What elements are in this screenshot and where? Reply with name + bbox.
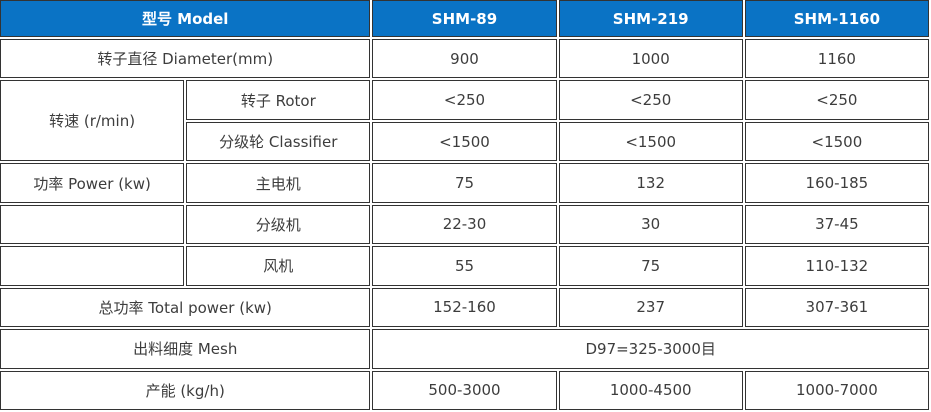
classifier-motor-power-value: 30 bbox=[558, 204, 743, 245]
classifier-motor-power-value: 22-30 bbox=[372, 204, 557, 245]
classifier-speed-value: <1500 bbox=[744, 121, 929, 162]
capacity-value: 500-3000 bbox=[372, 370, 557, 410]
rotor-speed-value: <250 bbox=[372, 80, 557, 120]
total-power-value: 307-361 bbox=[744, 287, 929, 328]
capacity-value: 1000-4500 bbox=[558, 370, 743, 410]
empty-cell bbox=[0, 204, 185, 245]
row-group-label-power: 功率 Power (kw) bbox=[0, 163, 185, 203]
total-power-value: 152-160 bbox=[372, 287, 557, 328]
diameter-value: 1000 bbox=[558, 39, 743, 79]
row-label-diameter: 转子直径 Diameter(mm) bbox=[0, 39, 371, 79]
row-label-total-power: 总功率 Total power (kw) bbox=[0, 287, 371, 328]
row-label-mesh: 出料细度 Mesh bbox=[0, 329, 371, 369]
row-label-classifier: 分级轮 Classifier bbox=[186, 121, 371, 162]
fan-power-value: 75 bbox=[558, 246, 743, 286]
column-header-shm-1160: SHM-1160 bbox=[744, 0, 929, 37]
row-group-label-speed: 转速 (r/min) bbox=[0, 80, 185, 162]
classifier-speed-value: <1500 bbox=[372, 121, 557, 162]
capacity-value: 1000-7000 bbox=[744, 370, 929, 410]
total-power-value: 237 bbox=[558, 287, 743, 328]
row-label-fan: 风机 bbox=[186, 246, 371, 286]
fan-power-value: 55 bbox=[372, 246, 557, 286]
row-label-classifier-motor: 分级机 bbox=[186, 204, 371, 245]
rotor-speed-value: <250 bbox=[744, 80, 929, 120]
mesh-value: D97=325-3000目 bbox=[372, 329, 929, 369]
main-motor-power-value: 160-185 bbox=[744, 163, 929, 203]
row-label-capacity: 产能 (kg/h) bbox=[0, 370, 371, 410]
main-motor-power-value: 132 bbox=[558, 163, 743, 203]
empty-cell bbox=[0, 246, 185, 286]
row-label-main-motor: 主电机 bbox=[186, 163, 371, 203]
classifier-motor-power-value: 37-45 bbox=[744, 204, 929, 245]
column-header-shm-89: SHM-89 bbox=[372, 0, 557, 37]
column-header-shm-219: SHM-219 bbox=[558, 0, 743, 37]
main-motor-power-value: 75 bbox=[372, 163, 557, 203]
diameter-value: 1160 bbox=[744, 39, 929, 79]
rotor-speed-value: <250 bbox=[558, 80, 743, 120]
model-header-cell: 型号 Model bbox=[0, 0, 371, 37]
row-label-rotor: 转子 Rotor bbox=[186, 80, 371, 120]
classifier-speed-value: <1500 bbox=[558, 121, 743, 162]
fan-power-value: 110-132 bbox=[744, 246, 929, 286]
diameter-value: 900 bbox=[372, 39, 557, 79]
